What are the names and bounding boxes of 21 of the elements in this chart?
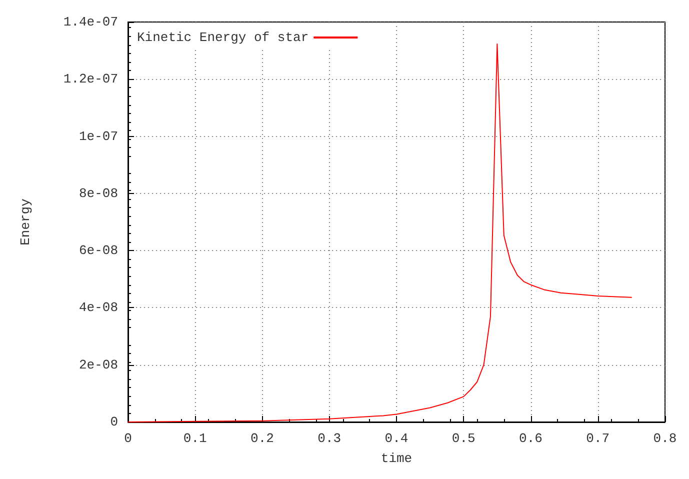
y-tick-label: 8e-08 (78, 186, 118, 201)
x-tick-label: 0.6 (519, 431, 542, 446)
line-series (128, 44, 632, 422)
x-tick-label: 0.7 (586, 431, 610, 446)
y-tick-label: 0 (110, 414, 118, 430)
legend-label: Kinetic Energy of star (136, 30, 309, 45)
x-tick-label: 0.2 (250, 431, 274, 446)
x-tick-label: 0.3 (318, 431, 342, 446)
y-tick-label: 1e-07 (78, 128, 118, 144)
y-tick-label: 1.4e-07 (63, 14, 118, 30)
y-tick-label: 2e-08 (78, 357, 118, 372)
x-axis-title: time (380, 451, 412, 466)
x-tick-label: 0.1 (183, 431, 208, 446)
y-axis-title: Energy (18, 198, 33, 246)
y-tick-label: 1.2e-07 (63, 72, 118, 87)
x-tick-label: 0.4 (384, 431, 408, 446)
x-tick-label: 0.8 (653, 431, 677, 446)
x-tick-label: 0.5 (452, 431, 476, 446)
y-tick-label: 4e-08 (78, 300, 118, 316)
x-tick-label: 0 (124, 431, 132, 446)
y-tick-label: 6e-08 (78, 243, 118, 258)
